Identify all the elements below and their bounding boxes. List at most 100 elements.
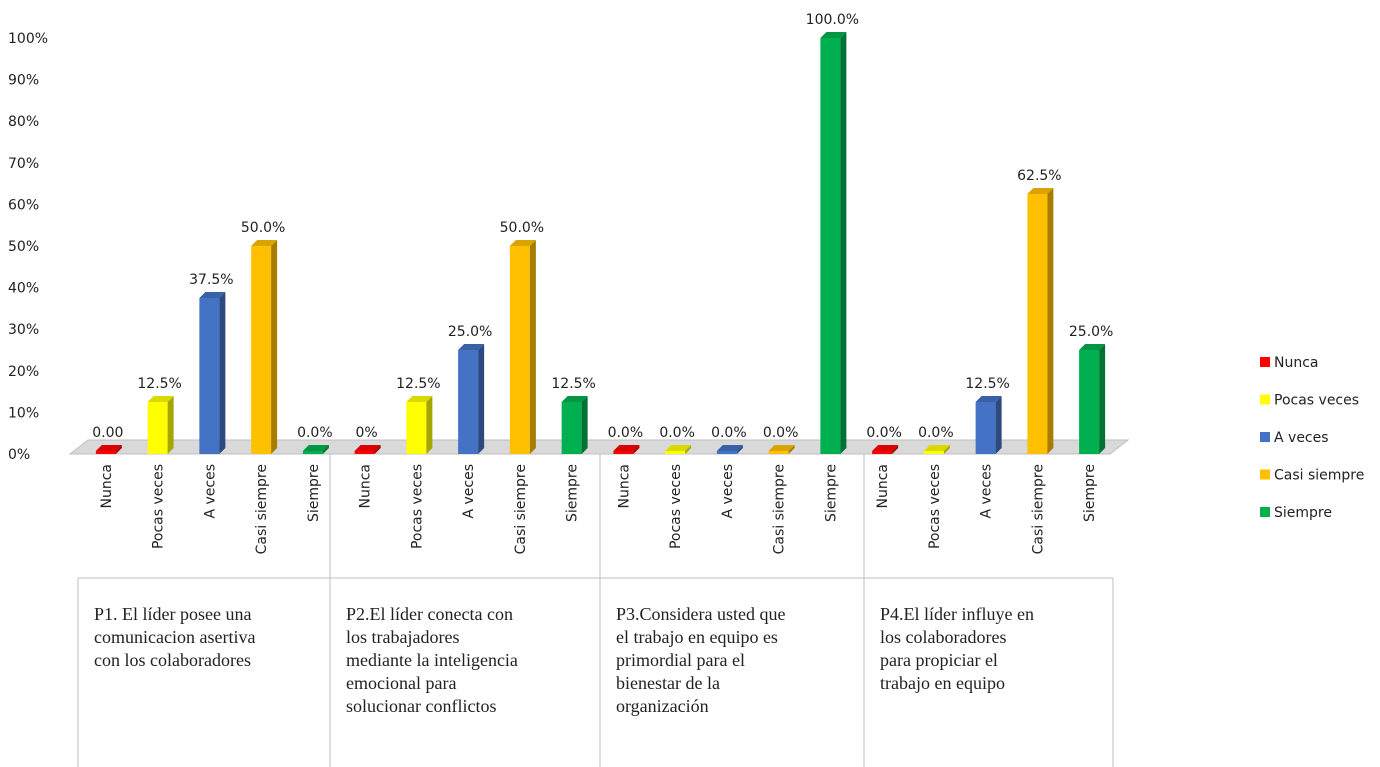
data-label: 0.0% <box>763 425 799 441</box>
category-table: Nunca Pocas veces A veces Casi siempre Siemp… <box>77 454 1114 767</box>
y-tick-label: 10% <box>8 405 39 421</box>
bar-front <box>1027 194 1048 454</box>
bar-front <box>251 246 272 454</box>
category-label: Casi siempre <box>772 464 788 554</box>
data-label: 0.0% <box>608 425 644 441</box>
data-label: 25.0% <box>1069 324 1113 340</box>
category-label: A veces <box>202 464 218 519</box>
bar-side <box>840 32 847 454</box>
category-label: Pocas veces <box>927 464 943 549</box>
y-axis: 0% 10% 20% 30% 40% 50% 60% 70% 80% 90% 100% <box>8 31 48 463</box>
bar-casi-siempre <box>768 445 795 454</box>
bar-front <box>147 402 168 454</box>
bar-side <box>581 396 588 454</box>
bar-side <box>426 396 433 454</box>
bar-a-veces <box>716 445 743 454</box>
bar-front <box>716 451 737 454</box>
bars-layer <box>95 32 1106 454</box>
category-label: Casi siempre <box>1030 464 1046 554</box>
bar-siempre <box>820 32 847 454</box>
category-label: Siempre <box>565 464 581 522</box>
bar-front <box>768 451 789 454</box>
group-label: P4.El líder influye en los colaboradores p… <box>880 604 1034 693</box>
bar-top <box>613 445 640 451</box>
bar-side <box>1099 344 1106 454</box>
bar-top <box>820 32 847 38</box>
data-label: 0% <box>356 425 378 441</box>
data-label: 12.5% <box>965 376 1009 392</box>
data-label: 0.0% <box>659 425 695 441</box>
data-label: 50.0% <box>500 220 544 236</box>
legend-label: Nunca <box>1274 355 1319 371</box>
data-label: 0.00 <box>92 425 123 441</box>
bar-front <box>975 402 996 454</box>
legend-swatch <box>1260 469 1270 480</box>
bar-side <box>374 445 381 454</box>
legend-item: Nunca <box>1260 355 1319 371</box>
bar-top <box>406 396 433 402</box>
legend-swatch <box>1260 432 1270 442</box>
bar-top <box>665 445 692 451</box>
data-label: 0.0% <box>711 425 747 441</box>
bar-top <box>251 240 278 246</box>
data-label: 12.5% <box>551 376 595 392</box>
category-label: Nunca <box>358 464 374 509</box>
category-label: Pocas veces <box>409 464 425 549</box>
bar-front <box>820 38 841 454</box>
data-label: 0.0% <box>297 425 333 441</box>
legend-label: Casi siempre <box>1274 468 1364 484</box>
group-label: P3.Considera usted que el trabajo en equi… <box>616 604 785 716</box>
bar-top <box>509 240 536 246</box>
bar-nunca <box>872 445 899 454</box>
data-label: 12.5% <box>396 376 440 392</box>
legend: Nunca Pocas veces A veces Casi siempre Siemp… <box>1260 355 1364 521</box>
legend-item: A veces <box>1260 430 1329 446</box>
y-tick-label: 70% <box>8 156 39 172</box>
bar-casi-siempre <box>251 240 278 454</box>
bar-front <box>509 246 530 454</box>
bar-top <box>354 445 381 451</box>
bar-side <box>633 445 640 454</box>
bar-siempre <box>561 396 588 454</box>
bar-side <box>322 445 329 454</box>
data-label: 62.5% <box>1017 168 1061 184</box>
y-tick-label: 40% <box>8 281 39 297</box>
category-label: Casi siempre <box>254 464 270 554</box>
bar-front <box>923 451 944 454</box>
legend-swatch <box>1260 357 1270 367</box>
category-label: A veces <box>979 464 995 519</box>
chart-floor <box>68 439 1130 455</box>
category-label: A veces <box>720 464 736 519</box>
bar-front <box>613 451 634 454</box>
category-label: Siempre <box>1082 464 1098 522</box>
bar-side <box>478 344 485 454</box>
y-tick-label: 0% <box>8 447 30 463</box>
bar-nunca <box>613 445 640 454</box>
category-label: A veces <box>461 464 477 519</box>
bar-nunca <box>354 445 381 454</box>
y-tick-label: 100% <box>8 31 48 47</box>
category-label: Nunca <box>875 464 891 509</box>
data-label: 12.5% <box>137 376 181 392</box>
data-label: 0.0% <box>918 425 954 441</box>
bar-front <box>458 350 479 454</box>
data-label: 50.0% <box>241 220 285 236</box>
bar-a-veces <box>199 292 226 454</box>
category-label: Nunca <box>99 464 115 509</box>
bar-a-veces <box>975 396 1002 454</box>
group-label: P2.El líder conecta con los trabajadores m… <box>346 604 518 716</box>
bar-side <box>219 292 226 454</box>
bar-top <box>872 445 899 451</box>
bar-pocas-veces <box>147 396 174 454</box>
data-label: 37.5% <box>189 272 233 288</box>
legend-item: Siempre <box>1260 505 1332 521</box>
category-label: Siempre <box>823 464 839 522</box>
bar-front <box>872 451 893 454</box>
bar-pocas-veces <box>923 445 950 454</box>
bar-top <box>1079 344 1106 350</box>
bar-side <box>529 240 536 454</box>
bar-top <box>561 396 588 402</box>
legend-label: A veces <box>1274 430 1329 446</box>
bar-top <box>1027 188 1054 194</box>
